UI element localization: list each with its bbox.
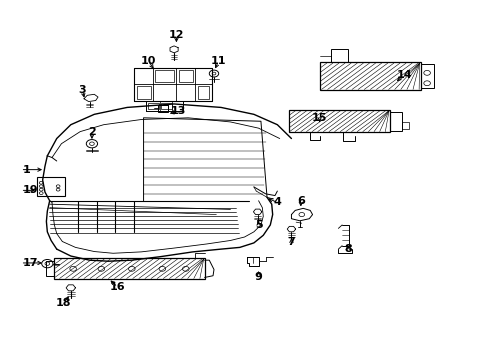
Text: 1: 1 [23, 165, 31, 175]
Bar [157, 105, 168, 112]
Text: 13: 13 [171, 106, 186, 116]
Text: 7: 7 [287, 237, 295, 247]
Text: 18: 18 [56, 298, 71, 308]
Bar [420, 64, 433, 89]
Bar [288, 110, 389, 132]
Bar [389, 112, 401, 131]
Text: 3: 3 [79, 85, 86, 95]
Bar [179, 70, 192, 81]
Bar [331, 49, 347, 63]
Text: 9: 9 [254, 272, 262, 282]
Bar [401, 122, 408, 129]
Bar [319, 63, 420, 90]
Text: 19: 19 [23, 185, 39, 195]
Text: 5: 5 [254, 220, 262, 230]
Text: 11: 11 [210, 56, 226, 66]
Text: 17: 17 [23, 258, 39, 268]
Bar [136, 86, 150, 99]
Text: 8: 8 [343, 244, 351, 254]
Bar [197, 86, 209, 99]
Text: 4: 4 [273, 198, 281, 207]
Text: 12: 12 [168, 30, 184, 40]
Text: 2: 2 [88, 127, 96, 136]
Bar [37, 176, 65, 195]
Bar [54, 258, 204, 279]
Bar [155, 70, 174, 81]
Text: 6: 6 [296, 196, 304, 206]
Bar [46, 261, 54, 276]
Text: 14: 14 [395, 69, 411, 80]
Bar [148, 103, 158, 109]
Text: 15: 15 [311, 113, 326, 123]
Bar [161, 103, 171, 109]
Text: 16: 16 [110, 282, 125, 292]
Text: 10: 10 [140, 56, 156, 66]
